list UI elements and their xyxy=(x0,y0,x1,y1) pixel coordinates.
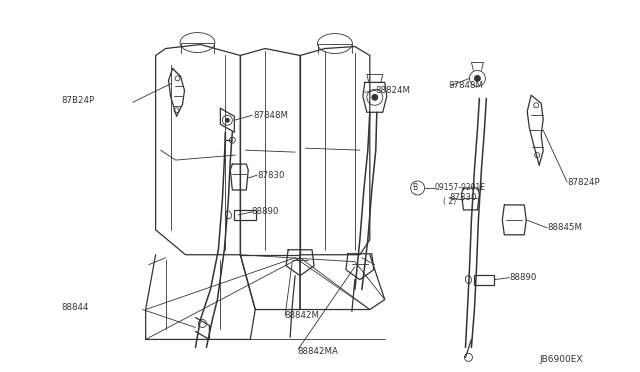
Circle shape xyxy=(225,118,229,122)
Text: 09157-0201E: 09157-0201E xyxy=(435,183,486,192)
Text: 88845M: 88845M xyxy=(547,223,582,232)
Text: 87848M: 87848M xyxy=(449,81,483,90)
Circle shape xyxy=(372,94,378,100)
Text: JB6900EX: JB6900EX xyxy=(539,355,582,364)
Text: 87848M: 87848M xyxy=(253,111,288,120)
Text: ( 2): ( 2) xyxy=(442,198,456,206)
Text: 87824P: 87824P xyxy=(567,177,600,186)
Text: 88842MA: 88842MA xyxy=(297,347,338,356)
Text: 87830: 87830 xyxy=(449,193,477,202)
Text: 87B24P: 87B24P xyxy=(61,96,94,105)
Text: 88842M: 88842M xyxy=(284,311,319,320)
Bar xyxy=(234,210,256,220)
Circle shape xyxy=(474,76,481,81)
Text: 87830: 87830 xyxy=(257,170,285,180)
Bar xyxy=(474,275,494,285)
Text: 88824M: 88824M xyxy=(376,86,411,95)
Text: 88844: 88844 xyxy=(61,303,88,312)
Text: 88890: 88890 xyxy=(509,273,537,282)
Text: B: B xyxy=(412,183,417,192)
Text: 88890: 88890 xyxy=(252,208,278,217)
